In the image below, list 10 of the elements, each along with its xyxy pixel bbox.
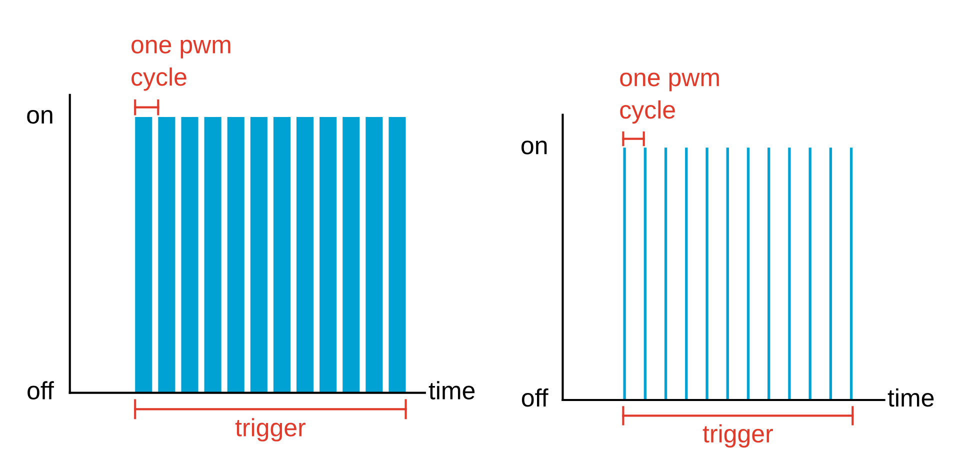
text: trigger — [702, 424, 773, 448]
text: on — [27, 110, 52, 124]
text: off — [522, 388, 548, 407]
x-axis-title: time — [428, 381, 475, 400]
x-axis-title: time — [888, 388, 934, 407]
text: one pwm cycle — [620, 72, 719, 124]
text: off — [28, 381, 54, 400]
text: one pwm cycle — [132, 40, 230, 91]
text: on — [521, 140, 547, 154]
text: trigger — [235, 418, 306, 442]
